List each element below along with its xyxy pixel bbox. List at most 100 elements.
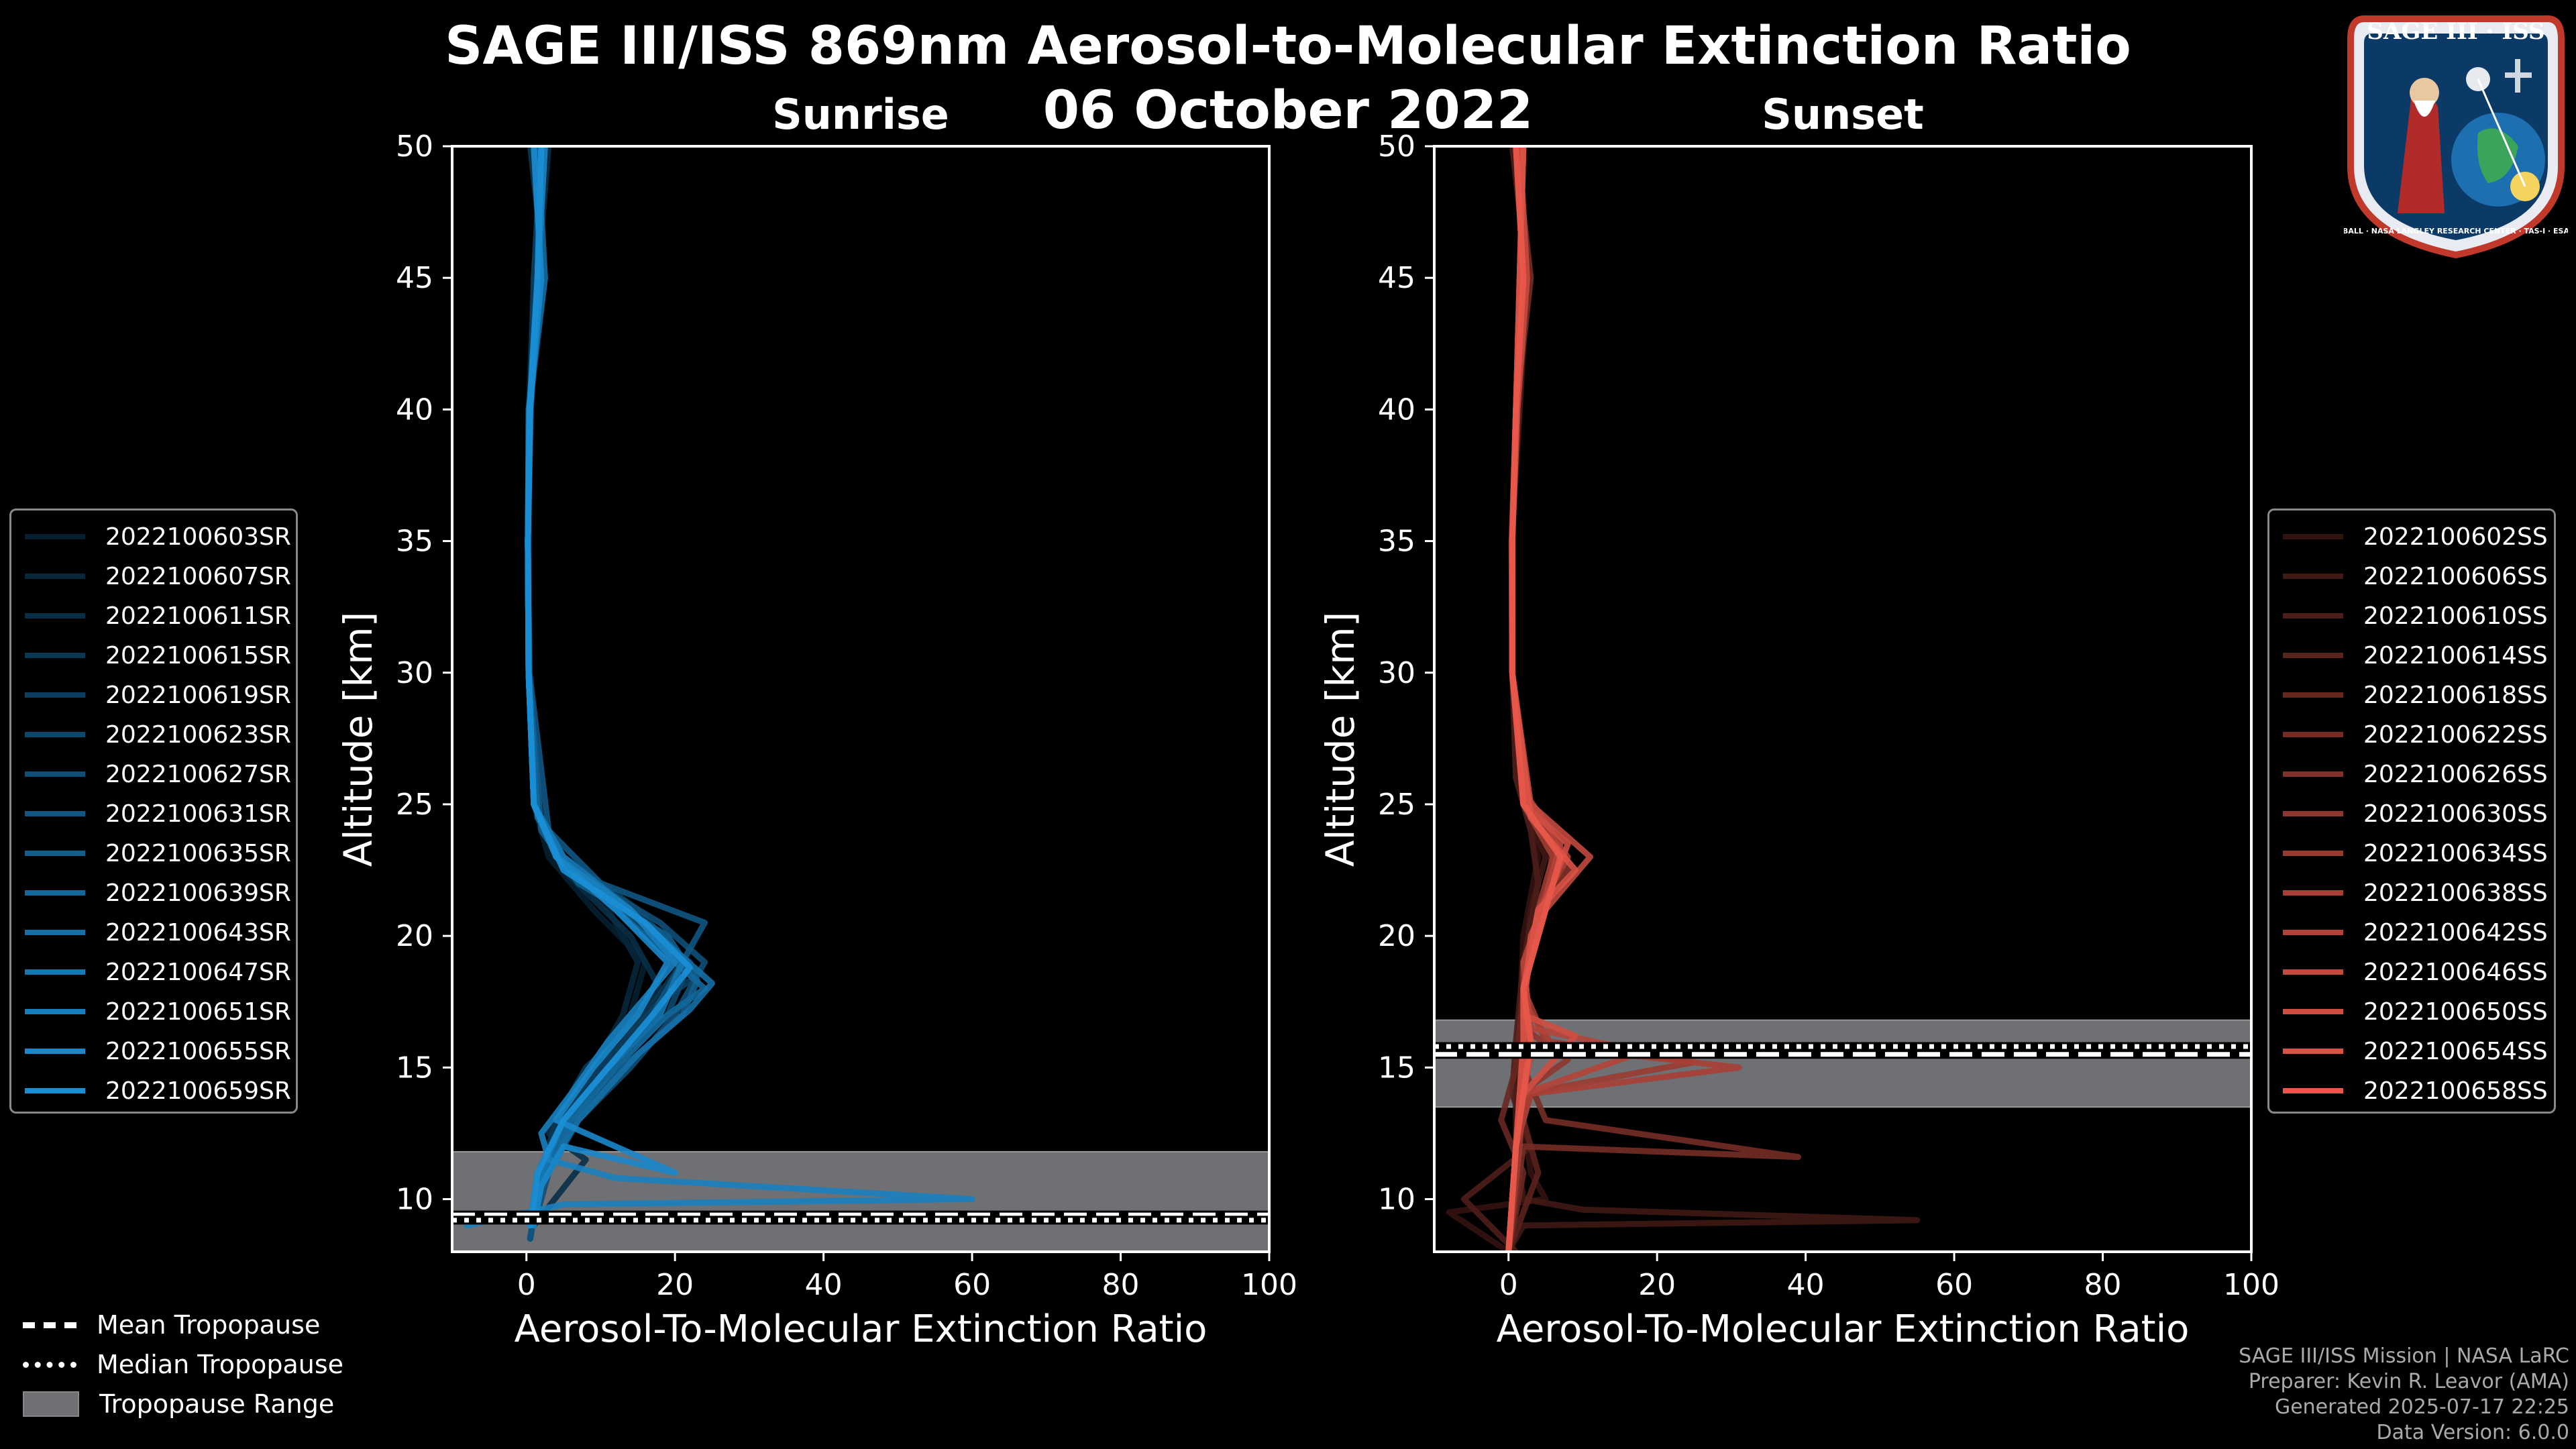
legend-label-mean: Mean Tropopause [97, 1310, 321, 1340]
range-swatch [23, 1391, 79, 1417]
legend-item: 2022100631SR [25, 794, 291, 833]
legend-swatch [2283, 692, 2343, 698]
legend-item: 2022100634SS [2283, 834, 2548, 873]
legend-label: 2022100638SS [2363, 879, 2548, 907]
legend-swatch [2283, 613, 2343, 619]
dashed-line-swatch [23, 1322, 76, 1328]
legend-swatch [25, 811, 85, 816]
legend-item: 2022100639SR [25, 873, 291, 912]
legend-label: 2022100606SS [2363, 562, 2548, 590]
sunset-xtick-label: 0 [1499, 1268, 1518, 1302]
sunset-xtick-label: 100 [2223, 1268, 2279, 1302]
legend-swatch [25, 930, 85, 935]
sunrise-ytick-label: 45 [396, 261, 433, 295]
sunset-series-group [1446, 146, 1921, 1252]
legend-label: 2022100630SS [2363, 800, 2548, 828]
legend-item: 2022100626SS [2283, 755, 2548, 794]
legend-label: 2022100615SR [105, 641, 291, 669]
sunset-xtick-label: 20 [1638, 1268, 1676, 1302]
tropopause-legend: Mean Tropopause Median Tropopause Tropop… [9, 1305, 385, 1426]
sunset-y-axis-label: Altitude [km] [1318, 612, 1363, 867]
sage-iii-iss-logo: SAGE III · ISS BALL · NASA LANGLEY RESEA… [2344, 15, 2568, 259]
sunrise-legend: 2022100603SR 2022100607SR 2022100611SR 2022… [9, 508, 298, 1114]
legend-label: 2022100611SR [105, 602, 291, 630]
legend-item: 2022100602SS [2283, 517, 2548, 556]
footer-credits: SAGE III/ISS Mission | NASA LaRC Prepare… [2239, 1344, 2569, 1446]
legend-swatch [2283, 1049, 2343, 1054]
sunrise-series-group [464, 146, 975, 1242]
sunrise-ytick-label: 30 [396, 656, 433, 690]
sunset-ytick-label: 15 [1378, 1051, 1415, 1085]
legend-label: 2022100614SS [2363, 641, 2548, 669]
legend-item: 2022100607SR [25, 557, 291, 596]
sunrise-ytick-label: 15 [396, 1051, 433, 1085]
legend-swatch [2283, 574, 2343, 579]
sunset-panel: 0 20 40 60 80 100 10 15 20 25 30 35 40 45 50 Sunset Aero… [1318, 90, 2279, 1351]
legend-label: 2022100622SS [2363, 720, 2548, 749]
legend-swatch [25, 771, 85, 777]
legend-label: 2022100635SR [105, 839, 291, 867]
sunset-xtick-label: 80 [2084, 1268, 2122, 1302]
legend-swatch [25, 1088, 85, 1093]
legend-swatch [25, 732, 85, 737]
legend-swatch [25, 890, 85, 896]
legend-label: 2022100623SR [105, 720, 291, 749]
footer-preparer: Preparer: Kevin R. Leavor (AMA) [2248, 1370, 2569, 1393]
legend-swatch [25, 653, 85, 658]
legend-item: 2022100606SS [2283, 557, 2548, 596]
sunset-ytick-label: 35 [1378, 525, 1415, 559]
sunrise-xtick-label: 100 [1241, 1268, 1297, 1302]
legend-item: 2022100611SR [25, 596, 291, 635]
sunrise-ytick-label: 20 [396, 919, 433, 953]
legend-swatch [2283, 930, 2343, 935]
sunrise-ytick-label: 10 [396, 1183, 433, 1217]
sunset-legend: 2022100602SS 2022100606SS 2022100610SS 2022… [2267, 508, 2556, 1114]
sunrise-xtick-label: 20 [656, 1268, 694, 1302]
sunrise-xtick-label: 80 [1102, 1268, 1140, 1302]
sunset-series-2022100658SS [1505, 146, 1564, 1252]
legend-item: 2022100627SR [25, 755, 291, 794]
sunset-xtick-label: 40 [1787, 1268, 1825, 1302]
legend-label: 2022100607SR [105, 562, 291, 590]
legend-item: 2022100643SR [25, 913, 291, 952]
legend-swatch [2283, 534, 2343, 539]
sunset-ytick-label: 20 [1378, 919, 1415, 953]
legend-swatch [2283, 851, 2343, 856]
sunset-ytick-label: 30 [1378, 656, 1415, 690]
legend-swatch [25, 534, 85, 539]
footer-mission: SAGE III/ISS Mission | NASA LaRC [2239, 1344, 2569, 1368]
legend-swatch [25, 692, 85, 698]
legend-label: 2022100650SS [2363, 998, 2548, 1026]
legend-swatch [2283, 1009, 2343, 1014]
legend-item: 2022100655SR [25, 1032, 291, 1071]
legend-item: 2022100658SS [2283, 1071, 2548, 1110]
legend-item: 2022100630SS [2283, 794, 2548, 833]
legend-swatch [2283, 732, 2343, 737]
logo-text: SAGE III · ISS [2367, 18, 2544, 45]
legend-item: 2022100618SS [2283, 676, 2548, 714]
legend-swatch [25, 613, 85, 619]
legend-item: 2022100603SR [25, 517, 291, 556]
legend-swatch [25, 851, 85, 856]
sunrise-series-2022100639SR [525, 146, 708, 1229]
legend-label: 2022100654SS [2363, 1037, 2548, 1065]
legend-item-range: Tropopause Range [23, 1385, 334, 1424]
legend-item: 2022100650SS [2283, 992, 2548, 1031]
sunrise-xtick-label: 60 [953, 1268, 991, 1302]
legend-label: 2022100626SS [2363, 760, 2548, 788]
legend-item: 2022100651SR [25, 992, 291, 1031]
legend-label: 2022100619SR [105, 681, 291, 709]
legend-item-median: Median Tropopause [23, 1345, 343, 1384]
legend-label: 2022100651SR [105, 998, 291, 1026]
legend-item: 2022100615SR [25, 636, 291, 675]
legend-swatch [2283, 811, 2343, 816]
sunrise-ytick-label: 25 [396, 788, 433, 822]
sunrise-panel-title: Sunrise [772, 90, 949, 139]
logo-bottom-text: BALL · NASA LANGLEY RESEARCH CENTER · TA… [2344, 227, 2568, 235]
legend-label: 2022100646SS [2363, 958, 2548, 986]
legend-swatch [2283, 1088, 2343, 1093]
footer-version: Data Version: 6.0.0 [2376, 1421, 2569, 1444]
legend-item: 2022100642SS [2283, 913, 2548, 952]
legend-label: 2022100655SR [105, 1037, 291, 1065]
